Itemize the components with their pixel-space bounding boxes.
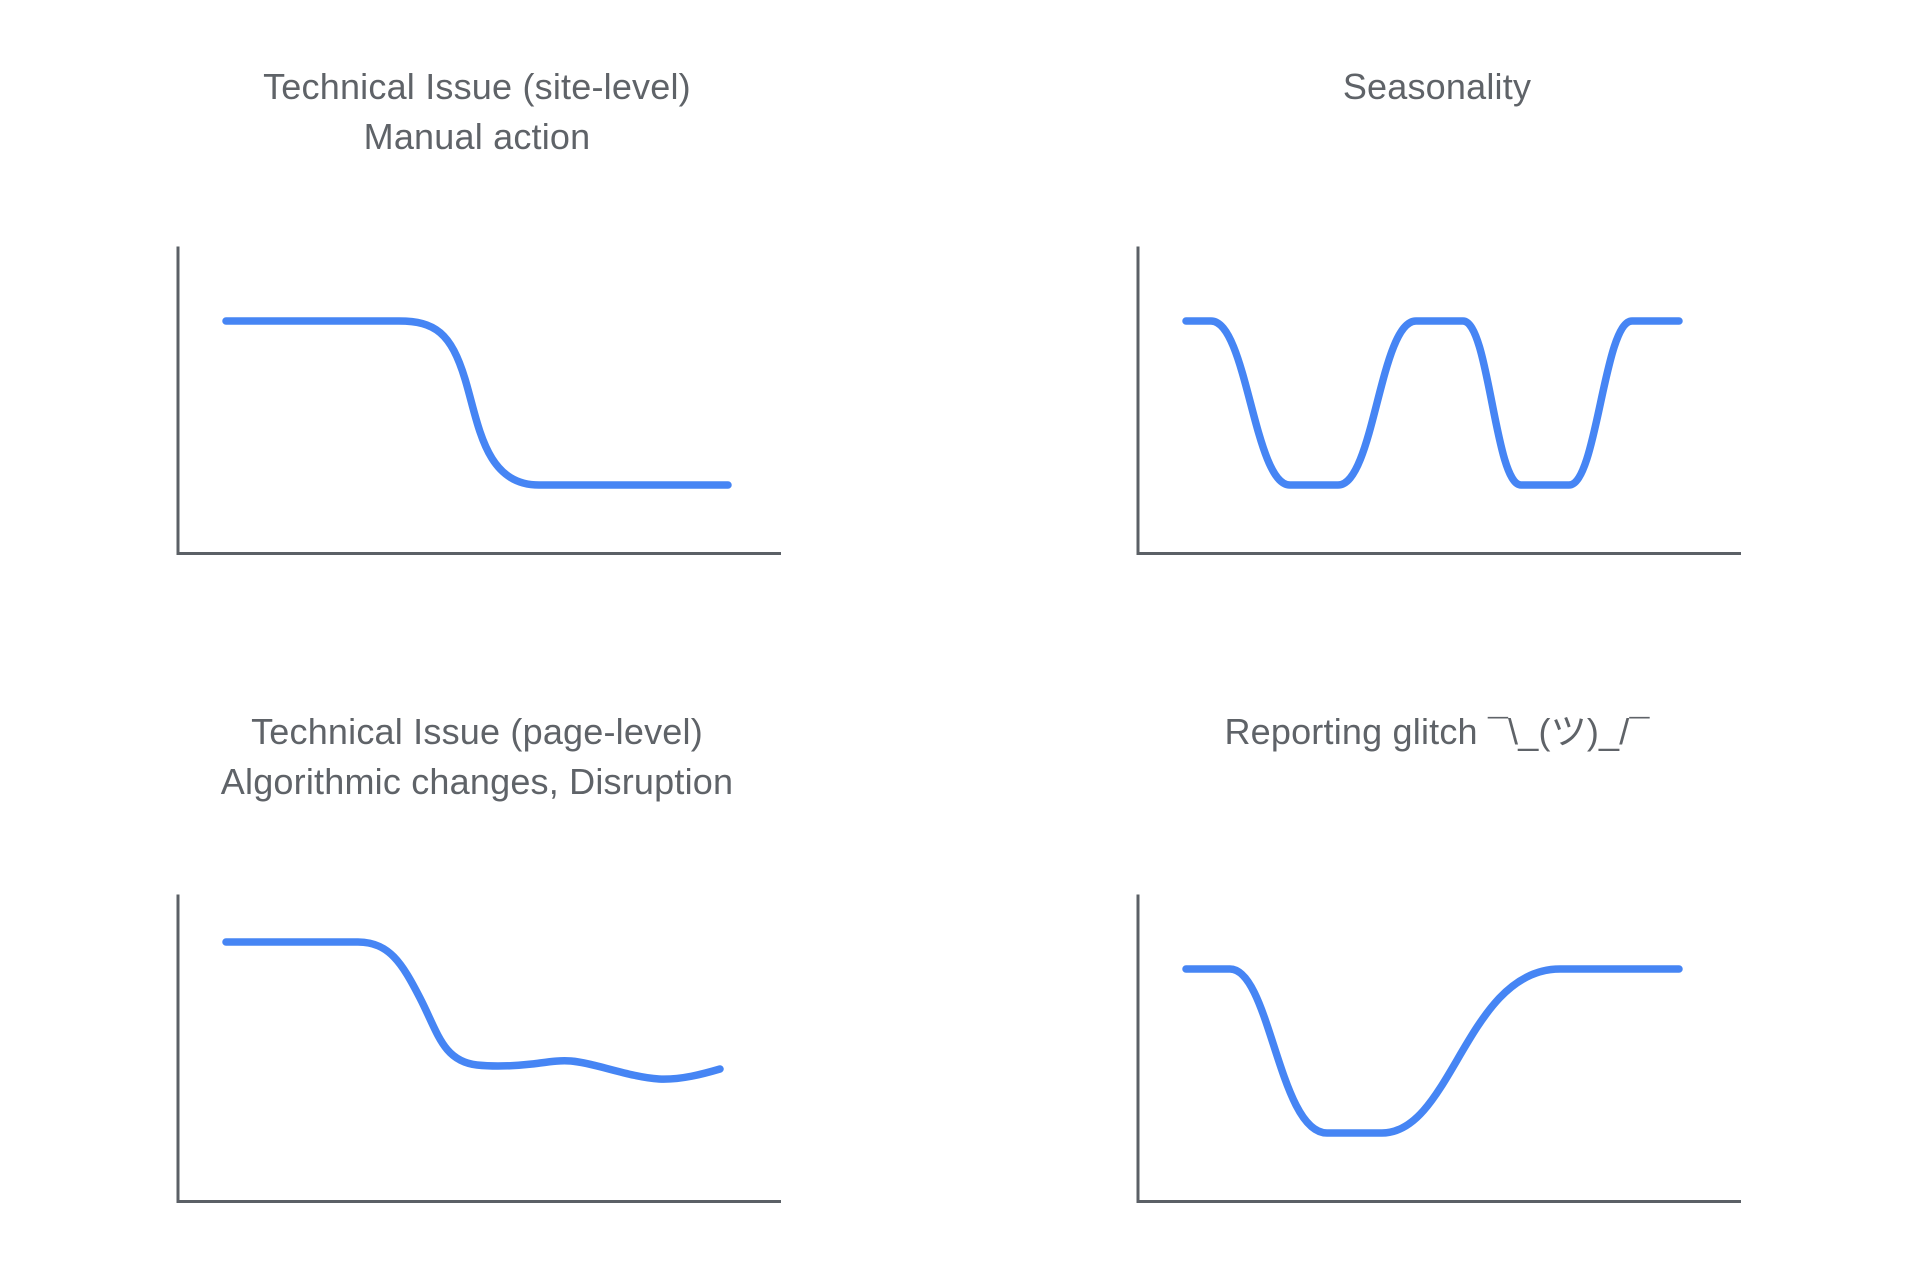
traffic-curve-wave bbox=[1182, 317, 1683, 489]
chart-title-site-level: Technical Issue (site-level) Manual acti… bbox=[167, 62, 787, 245]
chart-title-seasonality: Seasonality bbox=[1127, 62, 1747, 245]
chart-title-page-level: Technical Issue (page-level) Algorithmic… bbox=[167, 707, 787, 893]
panel-technical-issue-site-level: Technical Issue (site-level) Manual acti… bbox=[167, 62, 787, 557]
chart-title-line1: Seasonality bbox=[1342, 66, 1532, 107]
axis-lines bbox=[1136, 246, 1741, 555]
axis-lines bbox=[176, 894, 781, 1203]
line-chart-seasonality bbox=[1136, 246, 1741, 555]
chart-title-line1: Technical Issue (site-level) bbox=[263, 66, 691, 107]
traffic-curve-step-down bbox=[222, 317, 732, 489]
panel-reporting-glitch: Reporting glitch ¯\_(ツ)_/¯ bbox=[1127, 707, 1747, 1205]
panel-technical-issue-page-level: Technical Issue (page-level) Algorithmic… bbox=[167, 707, 787, 1205]
chart-title-reporting-glitch: Reporting glitch ¯\_(ツ)_/¯ bbox=[1127, 707, 1747, 893]
traffic-curve-gradual-decline bbox=[222, 938, 724, 1083]
chart-title-line1: Technical Issue (page-level) bbox=[251, 711, 703, 752]
chart-title-line2: Algorithmic changes, Disruption bbox=[220, 761, 734, 802]
axis-lines bbox=[176, 246, 781, 555]
line-chart-reporting-glitch bbox=[1136, 894, 1741, 1203]
chart-title-line2: Manual action bbox=[363, 116, 591, 157]
line-chart-site-level bbox=[176, 246, 781, 555]
panel-seasonality: Seasonality bbox=[1127, 62, 1747, 557]
line-chart-page-level bbox=[176, 894, 781, 1203]
traffic-curve-dip-recovery bbox=[1182, 965, 1683, 1137]
axis-lines bbox=[1136, 894, 1741, 1203]
chart-title-line1: Reporting glitch ¯\_(ツ)_/¯ bbox=[1224, 711, 1650, 752]
